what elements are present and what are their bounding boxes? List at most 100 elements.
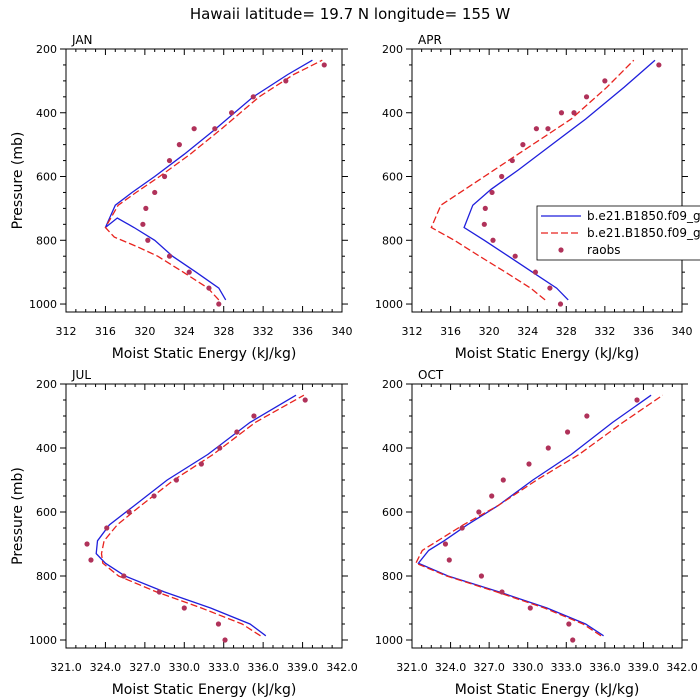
raobs-point xyxy=(499,589,505,595)
raobs-point xyxy=(482,205,488,211)
raobs-point xyxy=(104,525,110,531)
x-tick-label: 324.0 xyxy=(90,661,122,674)
raobs-point xyxy=(459,525,465,531)
panels: 312 316 320 324 328 332 336 340 200 400 600 800 1000… xyxy=(10,33,698,698)
raobs-point xyxy=(602,78,608,84)
raobs-point xyxy=(489,189,495,196)
y-tick-label: 400 xyxy=(36,442,57,455)
raobs-point xyxy=(442,541,449,547)
x-tick-label: 330.0 xyxy=(169,661,201,674)
raobs-point xyxy=(152,189,158,196)
raobs-point xyxy=(545,126,551,132)
y-axis-title: Pressure (mb) xyxy=(10,467,26,565)
raobs-point xyxy=(533,126,539,132)
series-line-dashed xyxy=(430,59,635,301)
raobs-point xyxy=(499,173,505,180)
raobs-point xyxy=(156,589,162,595)
x-tick-label: 321.0 xyxy=(50,661,82,674)
y-tick-label: 200 xyxy=(36,43,57,56)
raobs-point xyxy=(520,142,526,148)
panel-title: OCT xyxy=(418,368,444,382)
raobs-point xyxy=(88,557,94,563)
legend-marker-dot xyxy=(558,247,564,253)
x-tick-label: 327.0 xyxy=(473,661,505,674)
raobs-point xyxy=(181,605,187,611)
y-tick-label: 400 xyxy=(382,107,403,120)
x-tick-label: 324 xyxy=(174,325,195,338)
panel-jan: 312 316 320 324 328 332 336 340 200 400 600 800 1000… xyxy=(10,33,353,362)
y-tick-label: 1000 xyxy=(375,298,403,311)
x-tick-label: 316 xyxy=(95,325,116,338)
panel-title: APR xyxy=(418,33,442,47)
legend-label: raobs xyxy=(587,243,621,257)
x-tick-label: 320 xyxy=(134,325,155,338)
x-axis-title: Moist Static Energy (kJ/kg) xyxy=(112,346,297,362)
raobs-point xyxy=(571,110,577,116)
raobs-point xyxy=(121,573,127,579)
raobs-point xyxy=(186,269,192,275)
raobs-point xyxy=(566,621,572,627)
raobs-point xyxy=(234,429,240,435)
raobs-point xyxy=(283,78,289,84)
x-tick-label: 324 xyxy=(517,325,538,338)
raobs-point xyxy=(251,413,257,419)
raobs-point xyxy=(176,142,182,148)
raobs-point xyxy=(191,126,197,132)
x-tick-label: 336.0 xyxy=(589,661,621,674)
x-tick-label: 342.0 xyxy=(666,661,698,674)
raobs-point xyxy=(151,493,157,499)
raobs-point xyxy=(584,413,590,419)
plot-area xyxy=(104,59,327,307)
raobs-point xyxy=(222,637,228,643)
series-line-dashed xyxy=(100,394,305,637)
x-tick-label: 328 xyxy=(213,325,234,338)
raobs-point xyxy=(583,94,590,100)
raobs-point xyxy=(570,637,576,643)
series-line-dashed xyxy=(104,59,323,301)
x-tick-label: 330.0 xyxy=(512,661,544,674)
raobs-point xyxy=(564,429,571,435)
x-tick-label: 340 xyxy=(672,325,693,338)
legend-label: b.e21.B1850.f09_g17. xyxy=(587,209,700,223)
x-tick-label: 328 xyxy=(556,325,577,338)
y-tick-label: 600 xyxy=(36,506,57,519)
y-tick-label: 600 xyxy=(382,171,403,184)
raobs-point xyxy=(206,285,212,291)
raobs-point xyxy=(166,157,173,164)
x-tick-label: 332 xyxy=(594,325,615,338)
panel-apr: 312 316 320 324 328 332 336 340 200 400 600 800 1000… xyxy=(375,33,693,362)
raobs-point xyxy=(145,237,151,243)
raobs-point xyxy=(490,237,496,243)
y-tick-label: 800 xyxy=(36,234,57,247)
x-tick-label: 336 xyxy=(292,325,313,338)
series-line-solid xyxy=(104,59,313,301)
raobs-point xyxy=(545,445,551,451)
panel-title: JAN xyxy=(71,33,93,47)
plot-area xyxy=(415,394,664,643)
raobs-point xyxy=(302,397,308,403)
raobs-point xyxy=(526,461,532,467)
raobs-point xyxy=(212,126,218,132)
x-tick-label: 332 xyxy=(253,325,274,338)
y-tick-label: 600 xyxy=(382,506,403,519)
series-line-solid xyxy=(95,394,297,637)
x-tick-label: 333.0 xyxy=(208,661,240,674)
raobs-point xyxy=(166,253,173,259)
raobs-point xyxy=(173,477,179,483)
raobs-point xyxy=(547,285,553,291)
plot-area xyxy=(84,394,308,643)
y-tick-label: 400 xyxy=(382,442,403,455)
raobs-point xyxy=(532,269,539,275)
series-line-solid xyxy=(463,59,656,301)
raobs-point xyxy=(140,221,146,227)
raobs-point xyxy=(481,221,487,227)
raobs-point xyxy=(557,301,564,307)
raobs-point xyxy=(198,461,204,467)
raobs-point xyxy=(656,62,662,68)
raobs-point xyxy=(476,509,482,515)
y-tick-label: 1000 xyxy=(29,634,57,647)
x-tick-label: 312 xyxy=(402,325,423,338)
raobs-point xyxy=(250,94,256,100)
raobs-point xyxy=(509,157,515,164)
